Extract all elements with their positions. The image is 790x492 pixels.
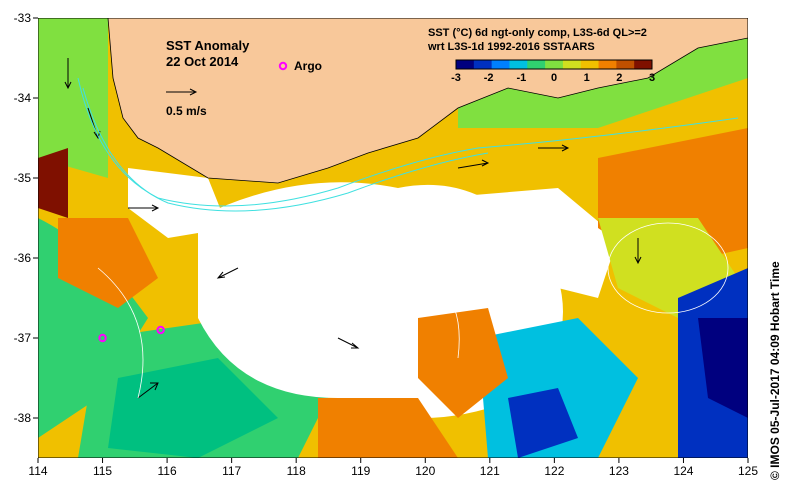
map-title: SST Anomaly [166,38,250,53]
velocity-scale-arrow [166,88,198,96]
y-tick-label: -37 [14,331,32,345]
colorbar: -3 -2 -1 0 1 2 3 [451,59,655,84]
y-tick-label: -33 [14,11,32,25]
x-tick-label: 121 [480,464,500,478]
colorbar-swatch [473,60,493,69]
colorbar-swatch [456,60,475,69]
argo-legend-marker [278,61,288,71]
x-axis-ticks: 114 115 116 117 118 119 120 121 122 123 124 125 [28,458,758,478]
x-tick-label: 115 [93,464,112,478]
colorbar-tick-label: 3 [649,72,655,84]
colorbar-tick-label: 2 [616,72,622,84]
y-tick-label: -36 [14,251,32,265]
australia-land [107,18,748,184]
current-vectors [64,58,642,399]
x-tick-label: 117 [222,464,241,478]
x-tick-label: 124 [673,464,693,478]
colorbar-swatch [545,60,564,69]
colorbar-swatch [509,60,528,69]
colorbar-tick-label: 1 [584,72,590,84]
colorbar-tick-label: 0 [551,72,557,84]
map-canvas: -3 -2 -1 0 1 2 3 SST Anomaly 22 Oct 2014 Argo … [37,17,749,459]
sea-level-contours [97,222,729,399]
x-tick-label: 125 [738,464,758,478]
colorbar-swatch [527,60,546,69]
argo-legend-label: Argo [294,59,322,73]
colorbar-title: SST (°C) 6d ngt-only comp, L3S-6d QL>=2 [428,27,647,39]
x-tick-label: 123 [609,464,629,478]
x-tick-label: 116 [158,464,177,478]
argo-float-marker [98,333,107,343]
sst-map: -3 -2 -1 0 1 2 3 SST Anomaly 22 Oct 2014 Argo … [37,17,749,459]
colorbar-tick-label: -2 [484,72,494,84]
colorbar-swatch [634,60,653,69]
x-tick-label: 122 [544,464,564,478]
colorbar-swatch [562,60,582,69]
colorbar-border [455,59,653,70]
colorbar-subtitle: wrt L3S-1d 1992-2016 SSTAARS [427,41,595,53]
argo-float-marker [156,325,165,335]
x-tick-label: 119 [351,464,370,478]
colorbar-tick-label: -1 [516,72,526,84]
colorbar-swatch [598,60,617,69]
y-tick-label: -35 [14,171,32,185]
velocity-scale-label: 0.5 m/s [166,104,207,118]
credit-text: © IMOS 05-Jul-2017 04:09 Hobart Time [768,261,782,480]
current-streamlines [77,77,739,212]
y-tick-label: -38 [14,411,32,425]
colorbar-tick-label: -3 [451,72,461,84]
colorbar-swatch [580,60,600,69]
colorbar-swatch [491,60,510,69]
argo-floats [98,325,165,343]
y-tick-label: -34 [14,91,32,105]
x-tick-label: 118 [287,464,306,478]
x-tick-label: 114 [28,464,47,478]
map-date: 22 Oct 2014 [166,54,239,69]
x-tick-label: 120 [415,464,435,478]
colorbar-swatch [616,60,635,69]
y-axis-ticks: -33 -34 -35 -36 -37 -38 [14,11,38,425]
